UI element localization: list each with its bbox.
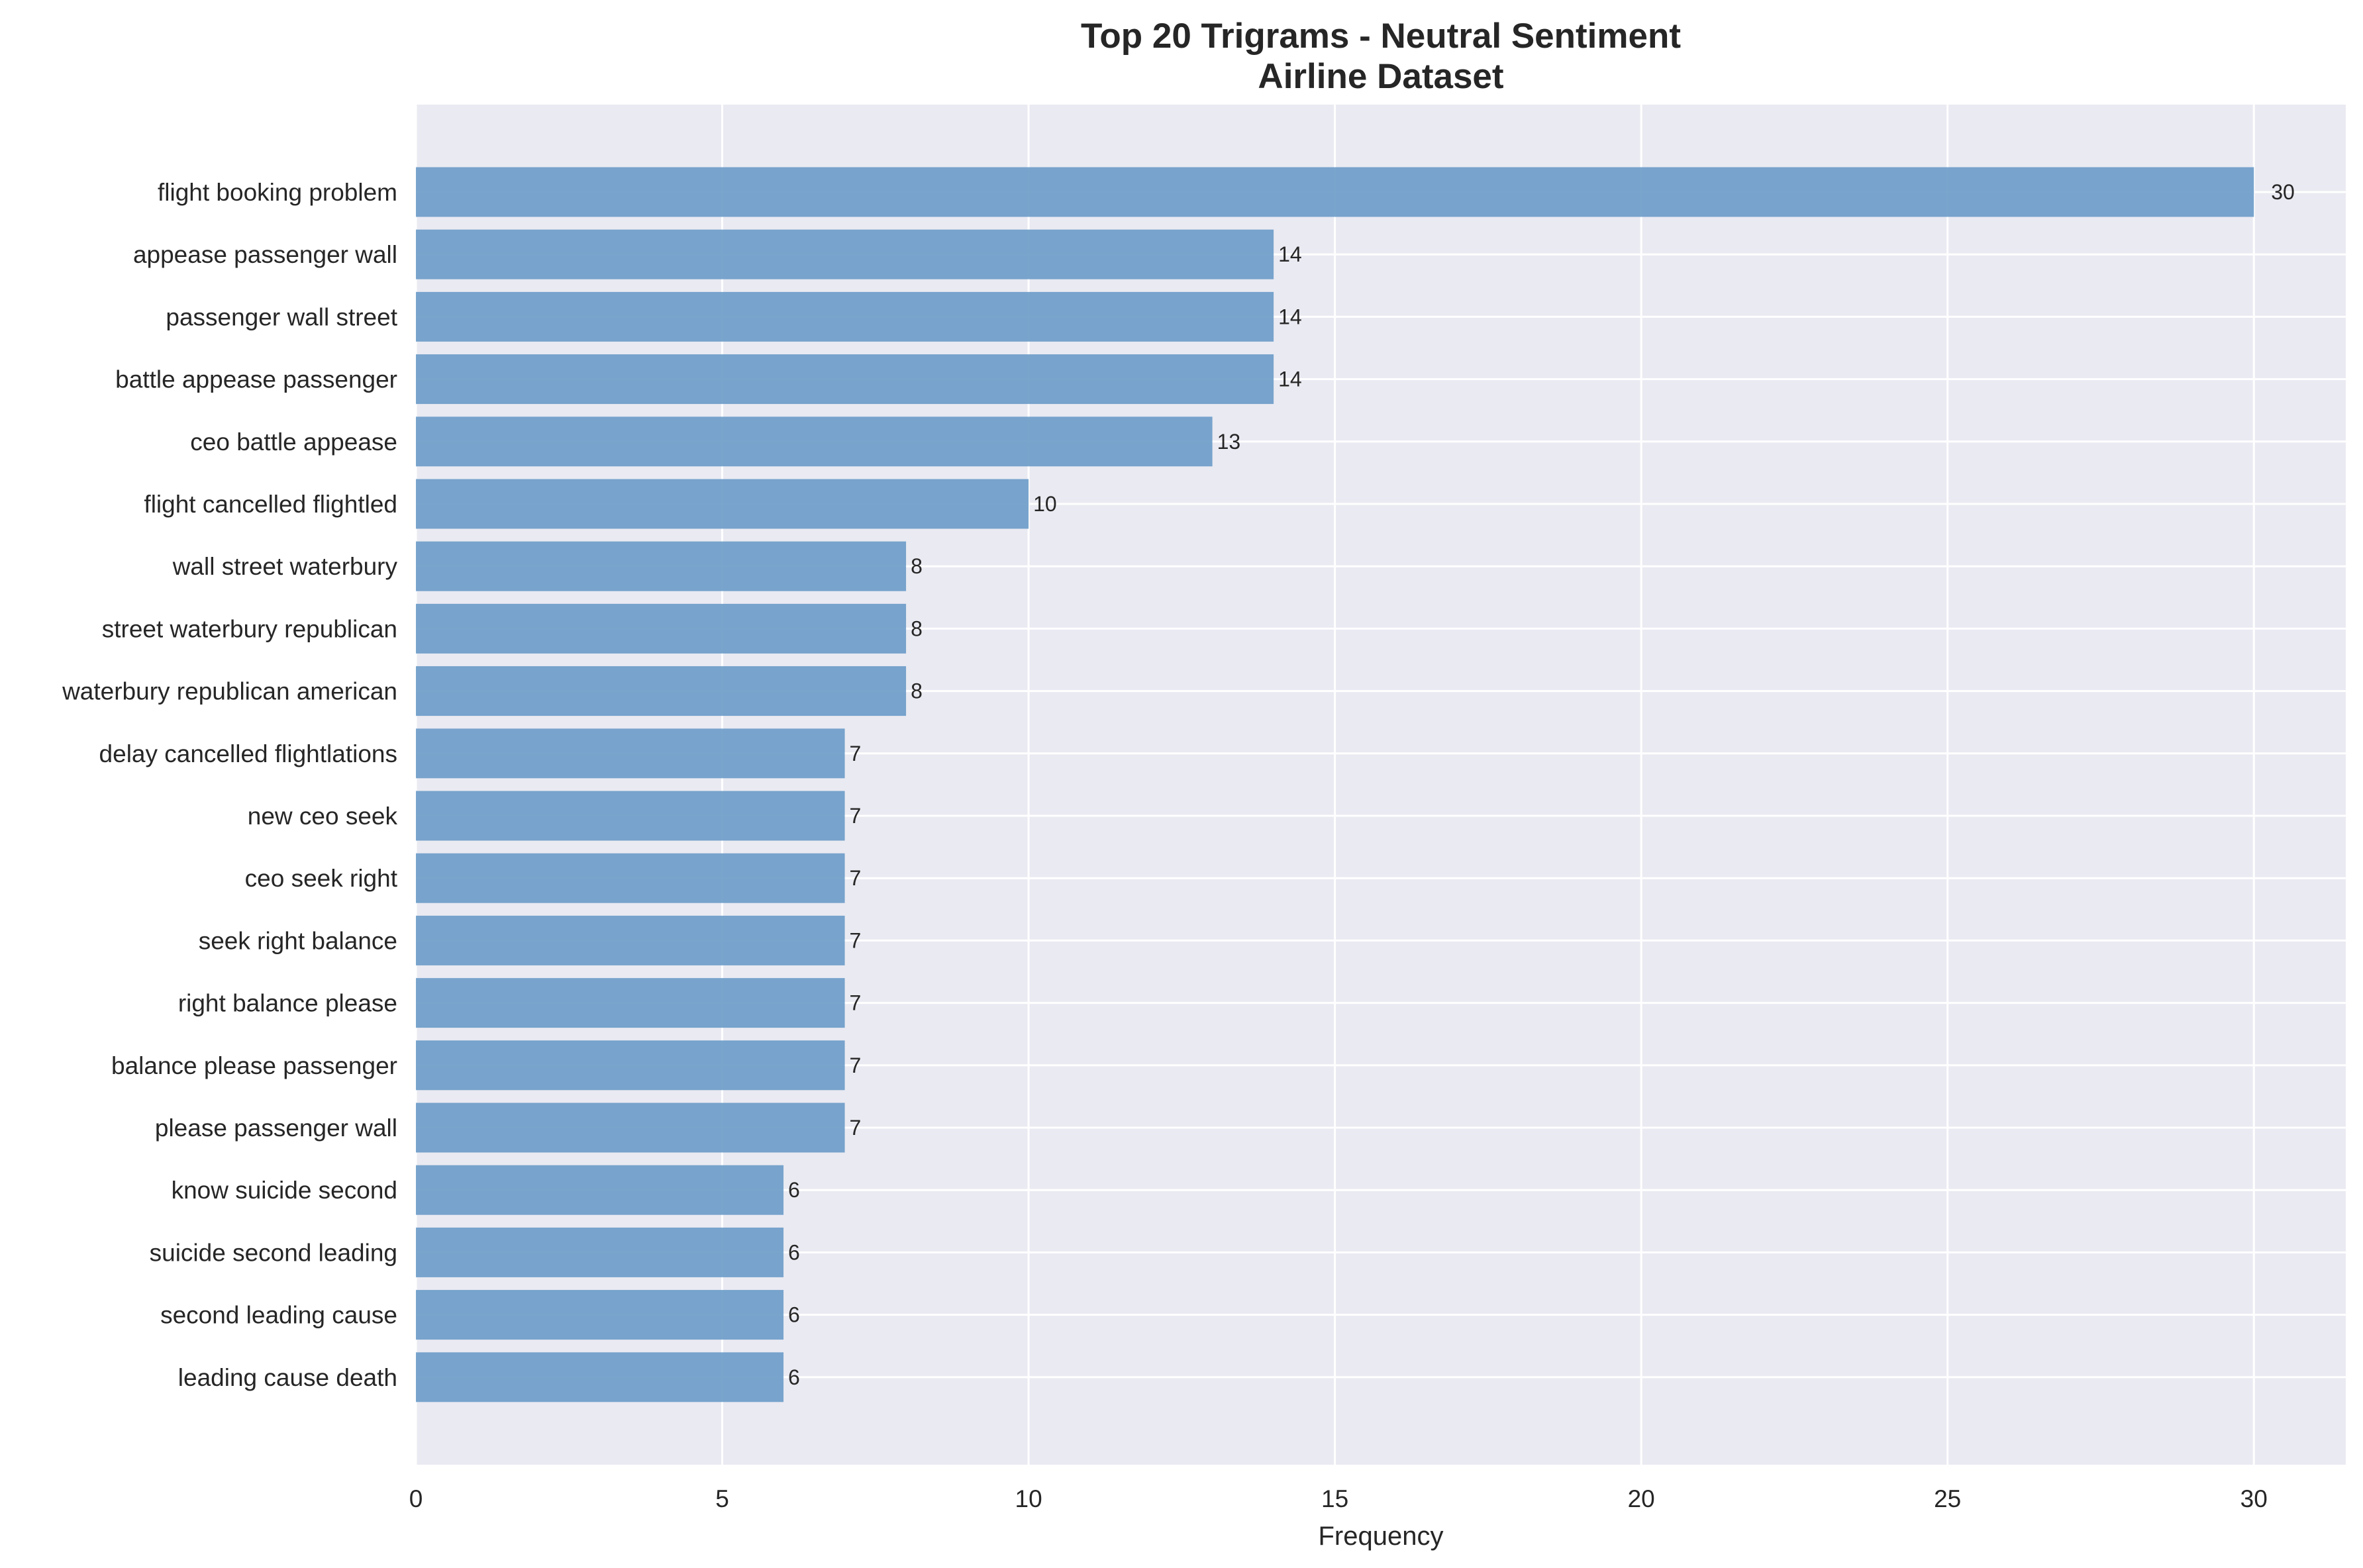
- bars: [416, 167, 2254, 1402]
- bar-value-label: 8: [911, 679, 923, 703]
- y-tick-label: passenger wall street: [166, 303, 397, 330]
- y-tick-label: waterbury republican american: [62, 678, 397, 705]
- bar: [416, 1165, 784, 1215]
- y-tick-label: battle appease passenger: [115, 366, 397, 393]
- bar-value-label: 14: [1278, 368, 1302, 391]
- bar: [416, 479, 1029, 529]
- y-tick-label: second leading cause: [160, 1302, 397, 1329]
- y-tick-label: suicide second leading: [150, 1239, 397, 1266]
- bar: [416, 1102, 845, 1153]
- y-tick-label: please passenger wall: [155, 1114, 397, 1142]
- y-tick-label: appease passenger wall: [133, 241, 397, 268]
- bar-value-label: 7: [850, 804, 862, 828]
- y-tick-label: right balance please: [178, 990, 397, 1017]
- y-tick-label: flight cancelled flightled: [144, 491, 397, 518]
- bar-value-label: 10: [1033, 492, 1057, 516]
- y-tick-label: ceo seek right: [245, 865, 398, 892]
- bar-value-label: 7: [850, 928, 862, 952]
- bar-value-label: 6: [788, 1178, 800, 1202]
- y-tick-label: ceo battle appease: [190, 428, 397, 456]
- x-tick-label: 25: [1934, 1485, 1961, 1512]
- y-tick-label: wall street waterbury: [172, 553, 398, 580]
- bar-value-label: 14: [1278, 242, 1302, 266]
- bar-value-label: 6: [788, 1240, 800, 1264]
- bar: [416, 416, 1213, 467]
- bar: [416, 1227, 784, 1277]
- bar: [416, 728, 845, 779]
- y-tick-label: delay cancelled flightlations: [99, 740, 397, 767]
- bar-value-label: 7: [850, 866, 862, 890]
- x-tick-labels: 0 5 10 15 20 25 30: [409, 1485, 2268, 1512]
- bar: [416, 666, 907, 716]
- bar-value-label: 6: [788, 1303, 800, 1327]
- bar-value-label: 8: [911, 554, 923, 578]
- x-tick-label: 5: [715, 1485, 729, 1512]
- bar-value-label: 7: [850, 742, 862, 765]
- x-tick-label: 30: [2240, 1485, 2268, 1512]
- bar: [416, 541, 907, 591]
- y-tick-labels: flight booking problem appease passenger …: [62, 179, 398, 1391]
- y-tick-label: street waterbury republican: [102, 615, 397, 642]
- bar: [416, 978, 845, 1028]
- bar: [416, 354, 1274, 405]
- x-tick-label: 15: [1321, 1485, 1348, 1512]
- y-tick-label: seek right balance: [199, 927, 397, 954]
- bar-value-label: 30: [2271, 180, 2295, 204]
- chart-subtitle: Airline Dataset: [1258, 57, 1503, 96]
- bar: [416, 1352, 784, 1402]
- bar: [416, 603, 907, 654]
- bar-value-label: 13: [1217, 430, 1241, 454]
- y-tick-label: know suicide second: [172, 1177, 397, 1204]
- bar: [416, 791, 845, 841]
- bar-value-label: 6: [788, 1365, 800, 1389]
- bar: [416, 1040, 845, 1091]
- x-tick-label: 0: [409, 1485, 423, 1512]
- bar-value-label: 14: [1278, 305, 1302, 328]
- y-tick-label: new ceo seek: [248, 803, 398, 830]
- bar-value-label: 7: [850, 1054, 862, 1077]
- y-tick-label: flight booking problem: [158, 179, 397, 206]
- bar-value-label: 7: [850, 1116, 862, 1140]
- bar-value-label: 8: [911, 616, 923, 640]
- y-tick-label: leading cause death: [178, 1364, 397, 1391]
- chart-title: Top 20 Trigrams - Neutral Sentiment: [1081, 17, 1681, 56]
- x-tick-label: 20: [1628, 1485, 1655, 1512]
- bar-value-label: 7: [850, 991, 862, 1015]
- bar: [416, 291, 1274, 342]
- x-axis-label: Frequency: [1319, 1522, 1444, 1551]
- bar: [416, 167, 2254, 217]
- y-tick-label: balance please passenger: [111, 1052, 397, 1079]
- bar: [416, 1290, 784, 1340]
- bar: [416, 853, 845, 903]
- x-tick-label: 10: [1015, 1485, 1042, 1512]
- data-labels: 30 14 14 14 13 10 8 8 8 7 7 7 7 7 7 7 6 6 6 6: [788, 180, 2295, 1389]
- bar: [416, 229, 1274, 279]
- bar: [416, 915, 845, 965]
